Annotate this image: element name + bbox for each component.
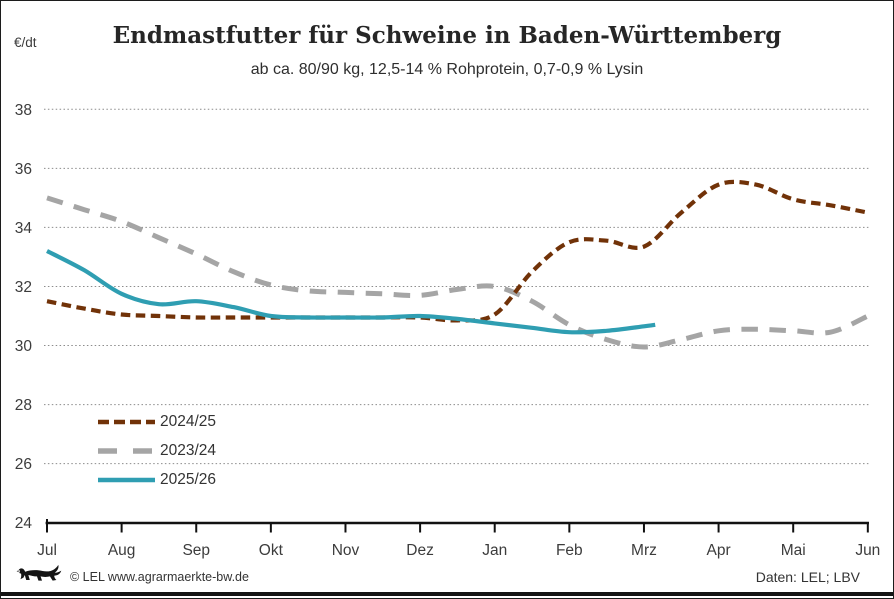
footer-left: © LEL www.agrarmaerkte-bw.de <box>16 564 249 589</box>
data-source-text: Daten: LEL; LBV <box>755 569 860 585</box>
chart-subtitle: ab ca. 80/90 kg, 12,5-14 % Rohprotein, 0… <box>250 61 644 78</box>
chart-title: Endmastfutter für Schweine in Baden-Würt… <box>112 22 782 49</box>
legend-label-2025-26: 2025/26 <box>160 470 217 488</box>
series-line-2024-25 <box>46 179 869 323</box>
legend-swatch-2025-26-icon <box>98 477 155 482</box>
bw-lion-logo-icon <box>16 564 62 581</box>
x-tick-label: Nov <box>332 542 360 559</box>
legend-swatch-2024-25-icon <box>98 419 155 424</box>
series-line-2025-26 <box>46 249 656 335</box>
x-tick-label: Feb <box>556 542 583 559</box>
y-tick-label: 32 <box>15 279 32 296</box>
x-tick-label: Sep <box>182 542 210 559</box>
x-tick-label: Jul <box>37 542 57 559</box>
x-tick-label: Okt <box>259 542 284 559</box>
y-tick-label: 30 <box>15 338 33 355</box>
legend-label-2023-24: 2023/24 <box>160 441 217 459</box>
x-tick-label: Jan <box>482 542 507 559</box>
x-tick-label: Mrz <box>631 542 657 559</box>
legend-swatch-2023-24-icon <box>98 447 155 454</box>
y-tick-label: 28 <box>15 397 32 414</box>
y-axis-unit-label: €/dt <box>14 35 37 50</box>
chart-legend: 2024/25 2023/24 2025/26 <box>98 407 216 494</box>
x-tick-label: Apr <box>707 542 731 559</box>
y-tick-label: 36 <box>15 161 32 178</box>
y-tick-label: 24 <box>15 515 33 532</box>
x-tick-label: Aug <box>108 542 136 559</box>
y-tick-label: 34 <box>15 220 33 237</box>
legend-item-2025-26: 2025/26 <box>98 465 216 494</box>
legend-item-2023-24: 2023/24 <box>98 436 216 465</box>
x-tick-label: Mai <box>781 542 806 559</box>
y-tick-label: 38 <box>15 102 32 119</box>
copyright-text: © LEL www.agrarmaerkte-bw.de <box>70 569 249 584</box>
bottom-rule <box>1 592 893 596</box>
x-tick-label: Dez <box>406 542 434 559</box>
legend-label-2024-25: 2024/25 <box>160 412 217 430</box>
y-tick-label: 26 <box>15 456 32 473</box>
x-tick-label: Jun <box>855 542 880 559</box>
legend-item-2024-25: 2024/25 <box>98 407 216 436</box>
series-line-2023-24 <box>46 195 869 350</box>
